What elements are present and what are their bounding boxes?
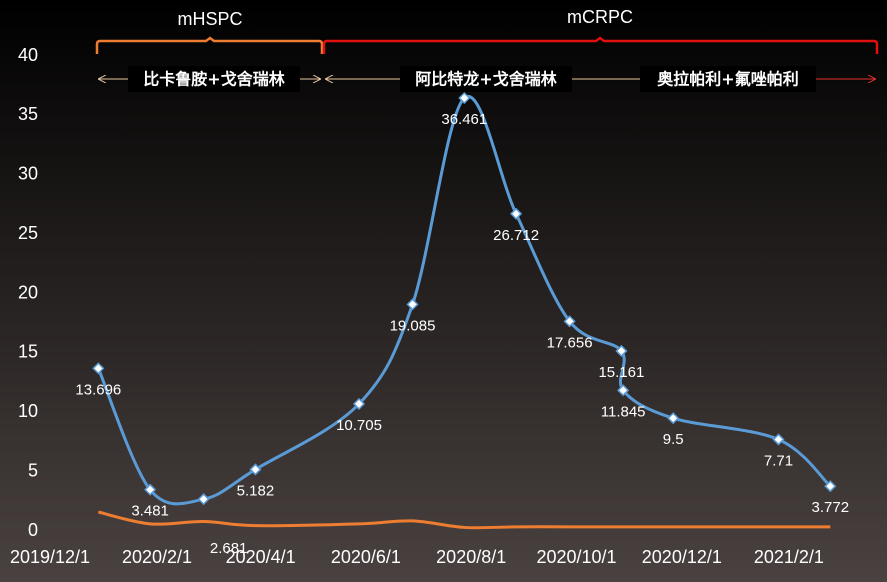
marker [406, 298, 419, 311]
y-tick-label: 30 [18, 164, 38, 184]
annotation: mCRPC [567, 7, 633, 27]
data-label: 36.461 [441, 111, 487, 128]
x-tick-label: 2021/2/1 [754, 547, 824, 567]
data-label: 10.705 [336, 417, 382, 434]
marker [249, 463, 262, 476]
marker [92, 362, 105, 375]
y-tick-label: 5 [28, 460, 38, 480]
data-label: 11.845 [601, 403, 646, 420]
marker [615, 344, 628, 358]
marker [352, 397, 366, 410]
data-label: 17.656 [547, 334, 593, 351]
bracket [95, 36, 324, 54]
y-tick-label: 35 [18, 104, 38, 124]
marker [617, 384, 630, 397]
y-tick-label: 10 [18, 401, 38, 421]
annotation: 阿比特龙+戈舍瑞林 [415, 70, 556, 89]
marker [772, 433, 785, 446]
bracket [322, 36, 879, 54]
data-label: 15.161 [598, 364, 644, 381]
data-label: 3.481 [131, 503, 169, 520]
marker [510, 207, 523, 220]
x-tick-label: 2020/4/1 [226, 547, 296, 567]
data-label: 26.712 [493, 227, 539, 244]
marker [197, 493, 210, 506]
label-box [640, 66, 816, 92]
label-box [128, 66, 300, 92]
annotation: 奥拉帕利+氟唑帕利 [657, 70, 798, 89]
annotation: 比卡鲁胺+戈舍瑞林 [143, 70, 284, 89]
data-label: 7.71 [764, 452, 793, 469]
x-tick-label: 2020/10/1 [536, 547, 616, 567]
marker [144, 483, 157, 496]
data-label: 5.182 [237, 482, 275, 499]
x-tick-label: 2020/2/1 [122, 547, 192, 567]
label-box [400, 66, 572, 92]
y-tick-label: 20 [18, 282, 38, 302]
marker [824, 480, 837, 493]
x-tick-label: 2020/12/1 [642, 547, 722, 567]
annotation: mHSPC [177, 9, 242, 29]
x-tick-label: 2019/12/1 [10, 547, 90, 567]
marker [563, 315, 576, 328]
data-label: 2.681 [210, 540, 248, 557]
y-tick-label: 40 [18, 45, 38, 65]
y-tick-label: 25 [18, 223, 38, 243]
line [97, 510, 831, 530]
data-label: 13.696 [75, 381, 121, 398]
x-tick-label: 2020/8/1 [436, 547, 506, 567]
marker [667, 412, 680, 425]
data-label: 3.772 [812, 499, 850, 516]
y-tick-label: 0 [28, 520, 38, 540]
marker [458, 91, 471, 105]
x-tick-label: 2020/6/1 [331, 547, 401, 567]
data-label: 19.085 [390, 317, 436, 334]
y-tick-label: 15 [18, 342, 38, 362]
data-label: 9.5 [663, 431, 684, 448]
